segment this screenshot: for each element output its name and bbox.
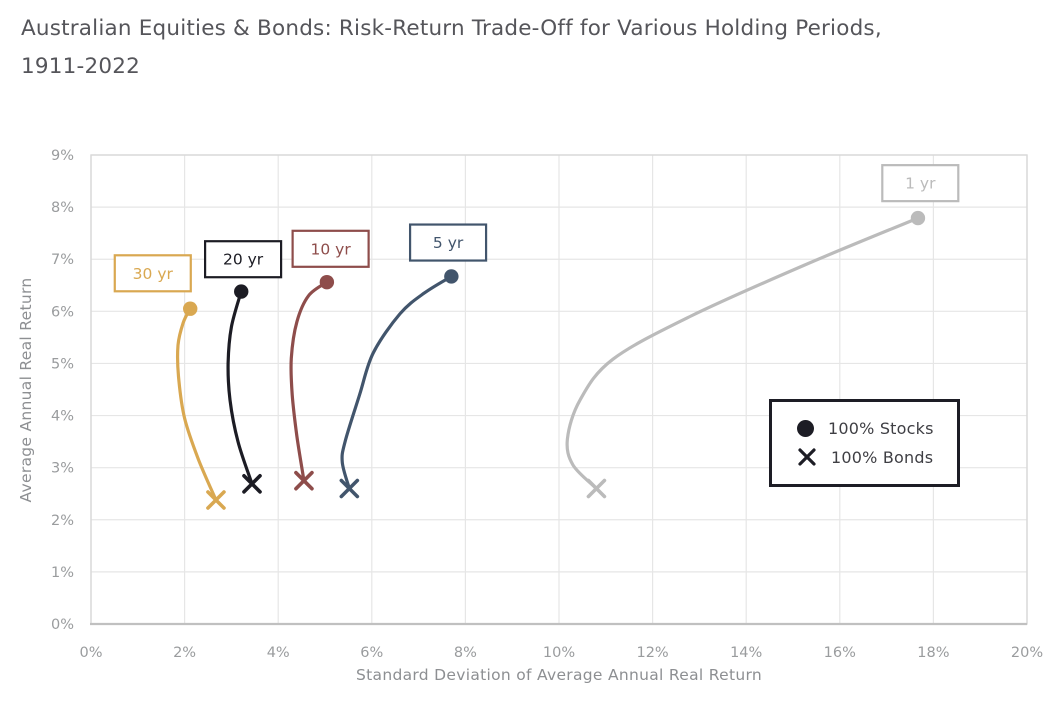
x-tick-label: 0% (79, 645, 102, 661)
x-tick-label: 8% (454, 645, 477, 661)
bonds-x-stroke (586, 478, 607, 499)
x-tick-label: 2% (173, 645, 196, 661)
y-tick-label: 5% (51, 356, 74, 372)
stocks-marker-5yr (444, 269, 459, 284)
y-axis-title: Average Annual Real Return (17, 277, 35, 503)
chart-title: Australian Equities & Bonds: Risk-Return… (21, 10, 1031, 86)
bonds-marker-10yr (294, 470, 314, 491)
frontier-curve-5yr (340, 274, 453, 491)
stocks-circle-icon (797, 420, 814, 437)
chart-title-line2: 1911-2022 (21, 54, 140, 79)
legend-box: 100% Stocks 100% Bonds (769, 399, 960, 487)
x-tick-label: 16% (824, 645, 856, 661)
frontier-curve-1yr (565, 216, 920, 491)
bonds-marker-30yr (206, 490, 226, 510)
bonds-marker-1yr (586, 478, 607, 499)
frontier-curve-30yr (175, 307, 218, 502)
legend-item-bonds: 100% Bonds (797, 447, 957, 467)
series-label-box-1yr (881, 164, 960, 203)
series-label-text-20yr: 20 yr (223, 251, 264, 269)
x-tick-label: 14% (730, 645, 762, 661)
y-tick-label: 4% (51, 409, 74, 425)
stocks-marker-1yr (910, 210, 926, 226)
y-tick-label: 6% (51, 304, 74, 320)
frontier-curve-10yr (289, 280, 329, 483)
frontier-curve-20yr (226, 289, 254, 486)
bonds-marker-5yr (339, 478, 360, 499)
bonds-marker-20yr (242, 474, 262, 494)
series-label-box-10yr (291, 229, 370, 268)
x-tick-label: 4% (267, 645, 290, 661)
y-tick-label: 9% (51, 148, 74, 164)
bonds-x-stroke (242, 474, 262, 494)
legend-item-stocks: 100% Stocks (797, 419, 957, 438)
chart-title-line1: Australian Equities & Bonds: Risk-Return… (21, 16, 882, 41)
y-tick-label: 3% (51, 461, 74, 477)
x-tick-label: 6% (360, 645, 383, 661)
bonds-x-stroke (294, 470, 314, 491)
legend-label-stocks: 100% Stocks (828, 419, 934, 438)
y-tick-label: 1% (51, 565, 74, 581)
series-label-box-20yr (204, 240, 283, 279)
series-label-text-1yr: 1 yr (905, 175, 936, 193)
x-tick-label: 10% (543, 645, 575, 661)
y-tick-label: 8% (51, 200, 74, 216)
x-tick-label: 12% (636, 645, 668, 661)
series-label-text-5yr: 5 yr (433, 234, 464, 252)
bonds-x-stroke (339, 478, 360, 499)
y-tick-label: 7% (51, 252, 74, 268)
series-label-text-30yr: 30 yr (133, 265, 174, 283)
series-label-box-5yr (408, 223, 488, 262)
x-tick-label: 18% (917, 645, 949, 661)
y-tick-label: 0% (51, 617, 74, 633)
x-axis-title: Standard Deviation of Average Annual Rea… (356, 666, 762, 684)
x-tick-label: 20% (1011, 645, 1043, 661)
stocks-marker-30yr (183, 301, 198, 316)
bonds-x-stroke (206, 490, 226, 510)
bonds-x-icon (798, 448, 816, 466)
legend-label-bonds: 100% Bonds (831, 447, 934, 467)
series-label-box-30yr (113, 254, 192, 293)
stocks-marker-10yr (319, 274, 335, 290)
y-tick-label: 2% (51, 513, 74, 529)
series-label-text-10yr: 10 yr (311, 240, 352, 258)
stocks-marker-20yr (234, 284, 249, 299)
